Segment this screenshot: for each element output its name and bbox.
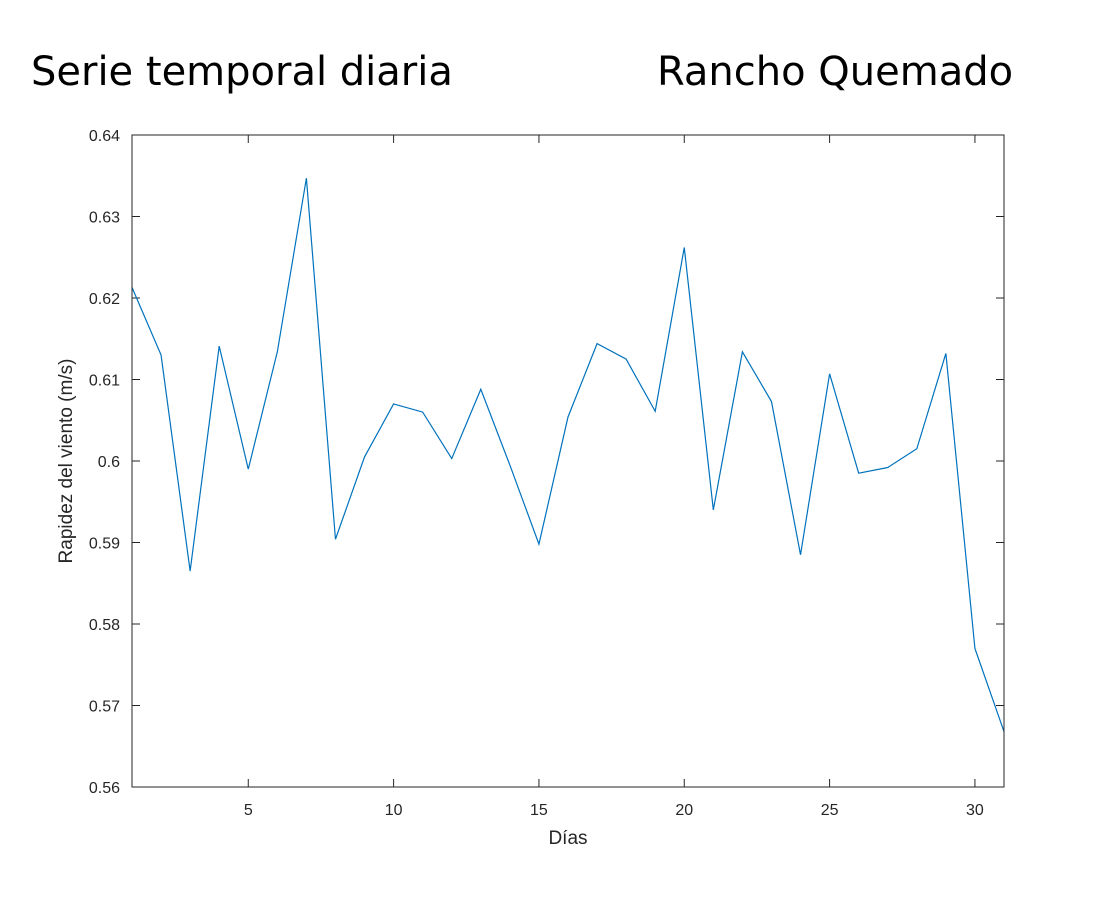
y-axis-ticks: 0.56 0.57 0.58 0.59 0.6 0.61 0.62 0.63 0.64 — [89, 128, 1004, 797]
y-tick-label: 0.64 — [89, 128, 120, 145]
y-tick-label: 0.63 — [89, 210, 120, 227]
y-axis-label: Rapidez del viento (m/s) — [56, 359, 77, 564]
chart-title-right: Rancho Quemado — [657, 49, 1014, 95]
x-tick-label: 20 — [675, 802, 693, 819]
x-tick-label: 15 — [530, 802, 548, 819]
x-axis-label: Días — [548, 828, 587, 849]
y-tick-label: 0.58 — [89, 617, 120, 634]
x-tick-label: 30 — [966, 802, 984, 819]
plot-area — [132, 135, 1004, 787]
y-tick-label: 0.59 — [89, 536, 120, 553]
y-tick-label: 0.61 — [89, 373, 120, 390]
y-tick-label: 0.57 — [89, 699, 120, 716]
axes-box — [131, 134, 1005, 788]
x-axis-ticks: 5 10 15 20 25 30 — [244, 135, 984, 819]
chart-title-left: Serie temporal diaria — [31, 49, 453, 95]
x-tick-label: 10 — [385, 802, 403, 819]
x-tick-label: 5 — [244, 802, 253, 819]
y-tick-label: 0.62 — [89, 291, 120, 308]
y-tick-label: 0.56 — [89, 780, 120, 797]
x-tick-label: 25 — [821, 802, 839, 819]
data-series-line — [131, 178, 1005, 732]
y-tick-label: 0.6 — [98, 454, 120, 471]
